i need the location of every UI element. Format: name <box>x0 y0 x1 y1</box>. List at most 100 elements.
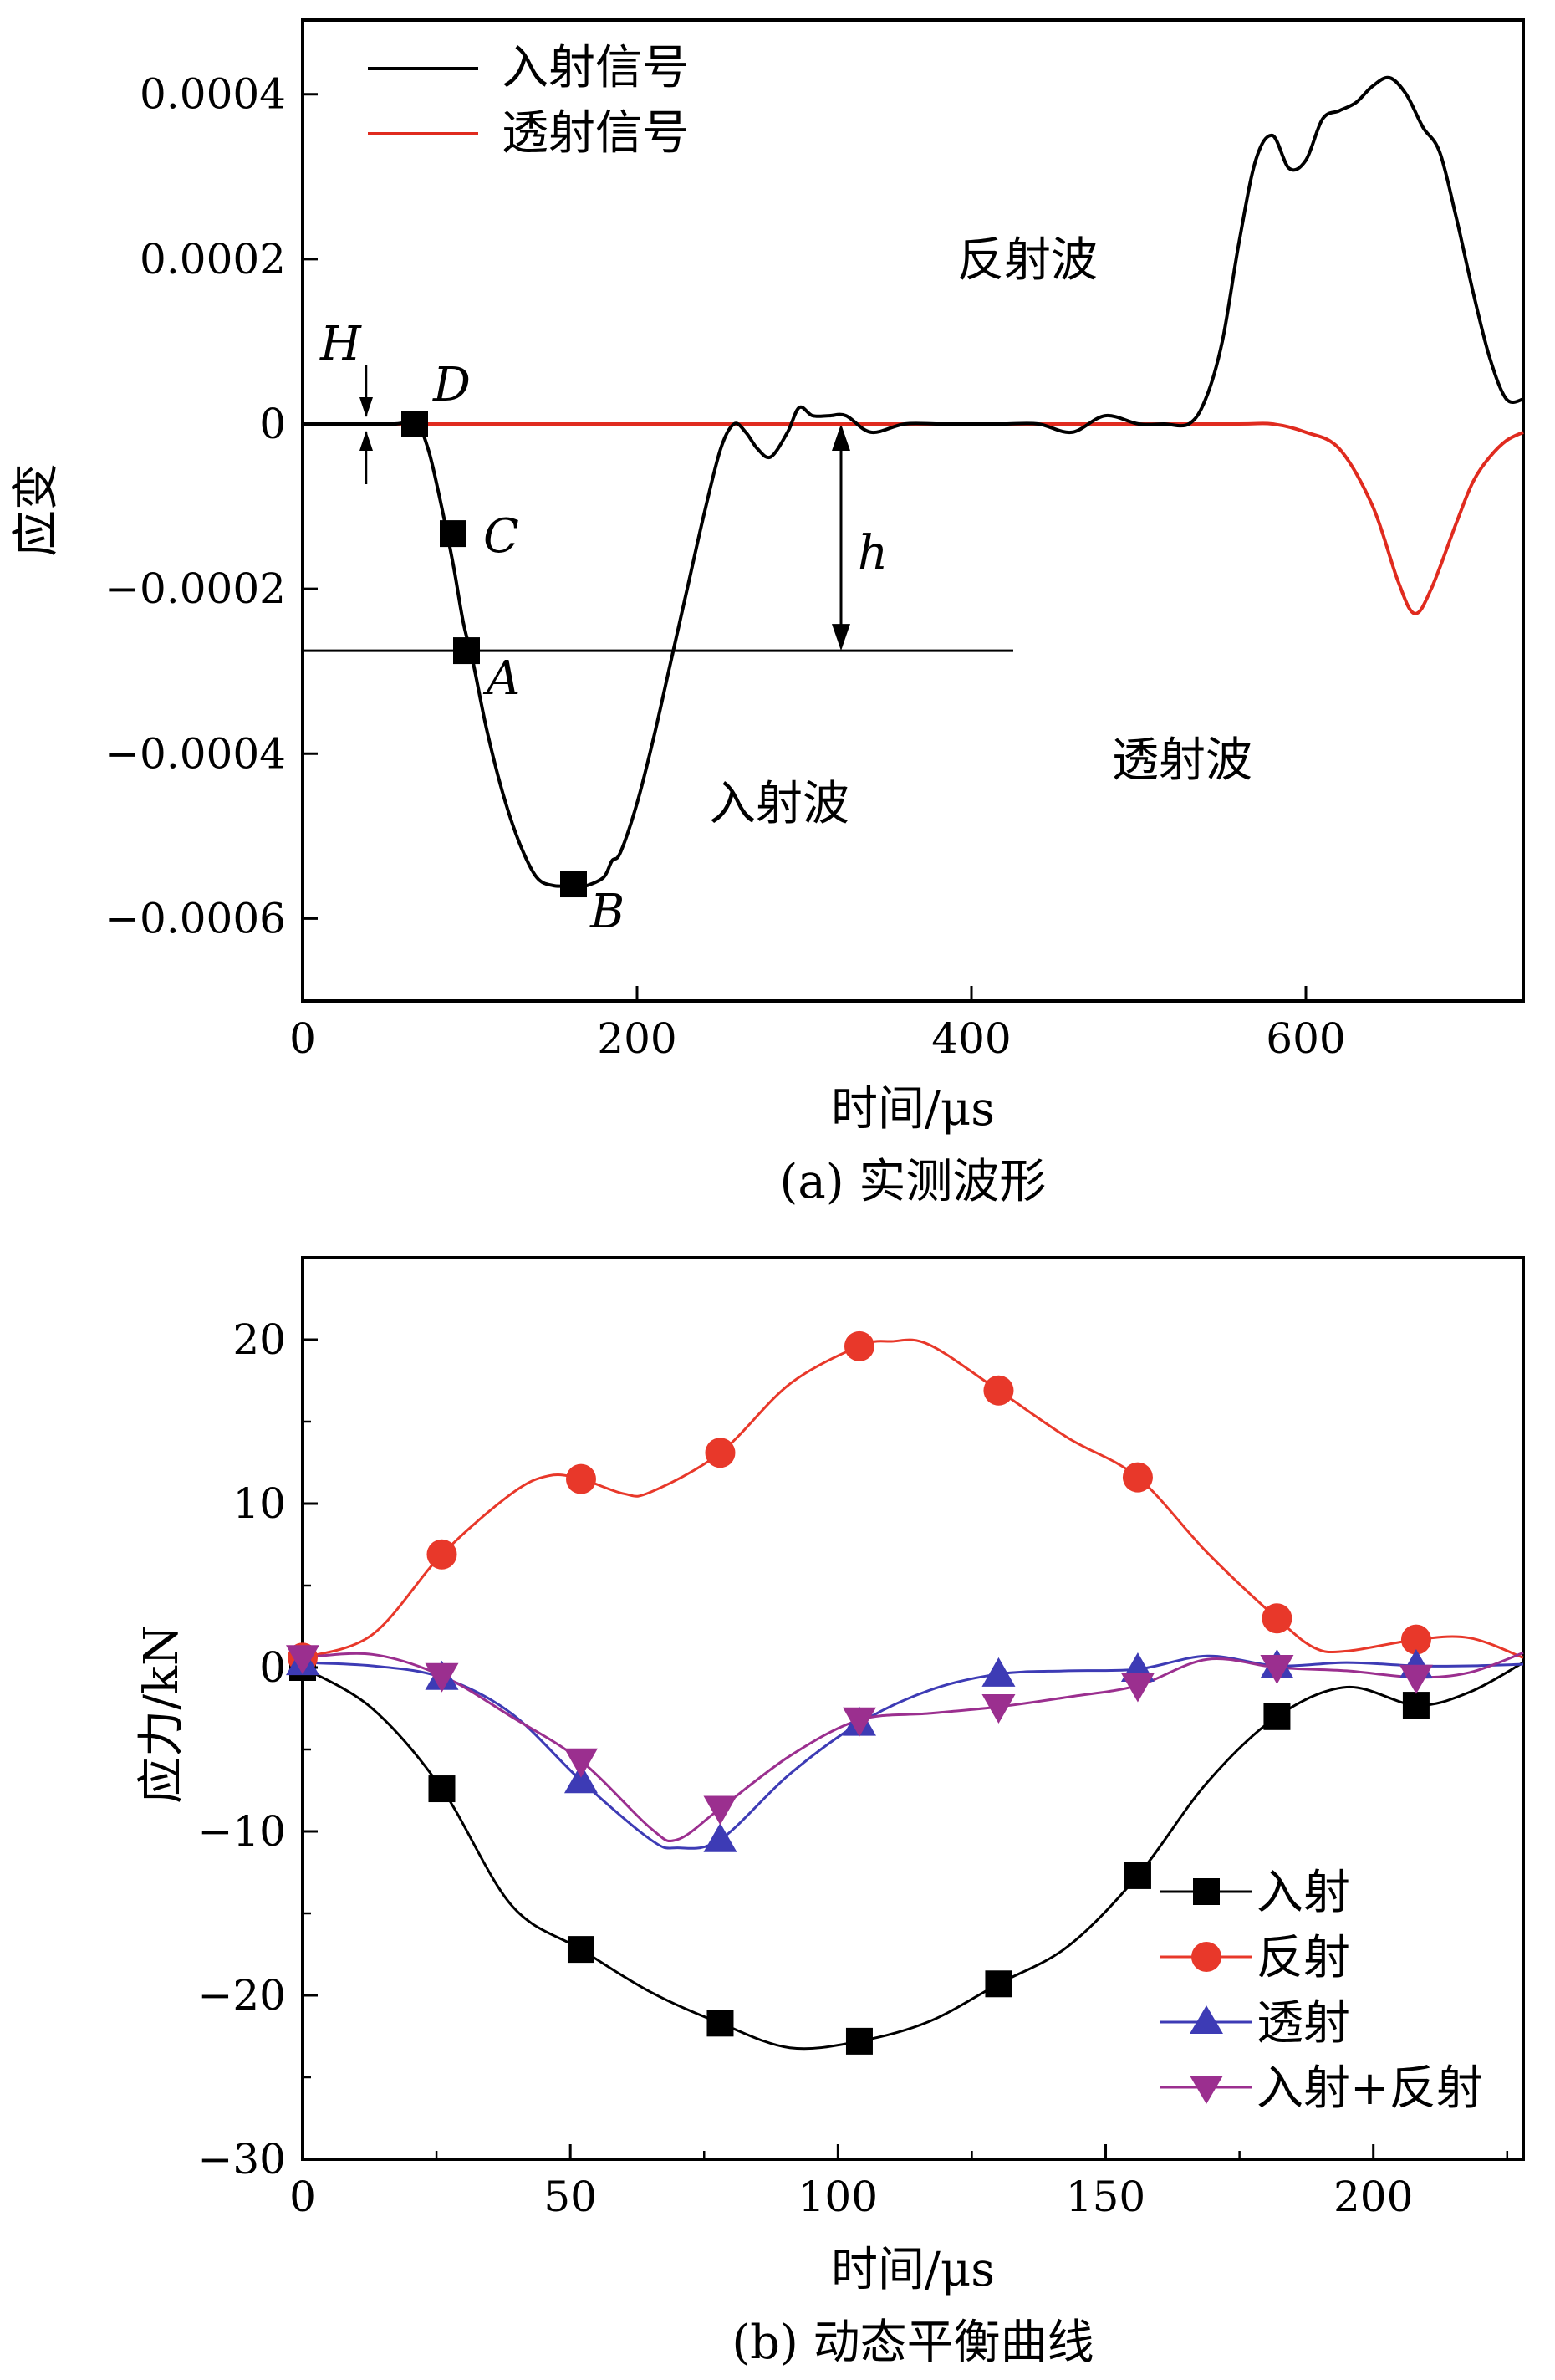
chart-b-xtick-label: 0 <box>289 2173 316 2221</box>
legend-b-reflected-label: 反射 <box>1257 1931 1350 1985</box>
chart-a-xtick-label: 200 <box>597 1014 676 1063</box>
chart-a: 0 200 400 600 0.0004 0.0002 0 −0.0002 −0.0004 −0.… <box>9 18 1525 1209</box>
marker-label-B: B <box>589 885 625 939</box>
series-b-incident-plus-reflected-point <box>1399 1664 1433 1694</box>
chart-a-series <box>302 75 1524 888</box>
chart-a-xlabel: 时间/μs <box>831 1082 995 1136</box>
series-b-incident-plus-reflected-point <box>842 1707 876 1737</box>
annotation-h: h <box>858 526 888 580</box>
chart-a-xtick-label: 600 <box>1266 1014 1345 1063</box>
chart-b-legend: 入射 反射 透射 入射+反射 <box>1160 1866 1483 2116</box>
annotation-incident-wave: 入射波 <box>709 777 849 831</box>
chart-b-xtick-label: 100 <box>798 2173 878 2221</box>
marker-label-D: D <box>432 358 471 412</box>
legend-b-transmitted-label: 透射 <box>1257 1996 1350 2051</box>
chart-a-xtick-label: 400 <box>931 1014 1011 1063</box>
chart-a-caption: (a) 实测波形 <box>780 1155 1047 1209</box>
series-b-incident-point <box>845 2027 873 2055</box>
legend-b-transmitted-marker <box>1190 2005 1223 2034</box>
chart-b-series <box>302 1338 1524 2051</box>
marker-C <box>440 520 466 548</box>
series-b-reflected-point <box>426 1539 457 1570</box>
series-b-reflected-point <box>705 1438 736 1468</box>
H-arrow-top-head <box>359 397 373 417</box>
series-b-incident-point <box>706 2010 734 2037</box>
H-arrow-bottom-head <box>359 431 373 451</box>
series-b-incident-line <box>302 1661 1524 2051</box>
series-b-incident-plus-reflected-point <box>286 1645 319 1675</box>
series-b-incident-point <box>567 1936 594 1964</box>
legend-b-incident-marker <box>1193 1878 1220 1905</box>
marker-B <box>560 871 587 898</box>
chart-b-ytick-label: 20 <box>232 1315 286 1364</box>
series-b-incident-point <box>1124 1862 1151 1889</box>
chart-b-xlabel: 时间/μs <box>831 2243 995 2297</box>
series-b-transmitted-point <box>981 1657 1016 1687</box>
series-b-reflected-point <box>844 1330 874 1361</box>
chart-b-xtick-label: 50 <box>543 2173 597 2221</box>
legend-b-sum-label: 入射+反射 <box>1257 2061 1483 2116</box>
chart-b-ytick-label: −10 <box>197 1807 286 1856</box>
series-a-transmitted-line <box>302 421 1524 615</box>
chart-b-ytick-label: 10 <box>232 1479 286 1528</box>
h-arrow-head-down <box>832 624 850 651</box>
legend-b-sum-marker <box>1190 2076 1223 2104</box>
chart-a-ylabel: 应变 <box>9 463 64 557</box>
chart-a-ytick-label: −0.0002 <box>105 564 286 613</box>
chart-a-ytick-label: −0.0006 <box>105 894 286 942</box>
series-b-incident-plus-reflected-point <box>425 1662 459 1693</box>
series-b-incident-plus-reflected-line <box>302 1651 1524 1843</box>
annotation-H: H <box>319 317 362 371</box>
legend-a-incident-label: 入射信号 <box>502 41 689 95</box>
chart-b-caption: (b) 动态平衡曲线 <box>732 2316 1094 2370</box>
chart-a-markers: D C A B <box>401 358 625 939</box>
series-b-reflected-point <box>983 1375 1014 1406</box>
chart-a-plot-frame <box>301 18 1525 1003</box>
series-b-incident-plus-reflected-point <box>703 1795 737 1826</box>
series-b-incident-plus-reflected-point <box>1260 1655 1294 1684</box>
chart-b-xtick-label: 150 <box>1066 2173 1145 2221</box>
chart-a-legend: 入射信号 透射信号 <box>368 41 689 161</box>
marker-label-A: A <box>482 651 520 706</box>
chart-a-ytick-label: 0.0002 <box>140 235 286 283</box>
series-b-reflected-point <box>1122 1462 1153 1493</box>
marker-D <box>401 411 428 437</box>
series-b-incident-point <box>428 1775 456 1803</box>
series-b-transmitted-point <box>703 1822 737 1852</box>
series-b-incident-point <box>1402 1692 1430 1719</box>
chart-a-ytick-label: 0 <box>259 400 286 448</box>
marker-label-C: C <box>483 509 519 564</box>
chart-a-ticks: 0 200 400 600 0.0004 0.0002 0 −0.0002 −0.0004 −0.… <box>105 70 1346 1063</box>
annotation-transmitted-wave: 透射波 <box>1112 733 1252 788</box>
chart-a-xtick-label: 0 <box>289 1014 316 1063</box>
annotation-reflected-wave: 反射波 <box>957 233 1098 288</box>
series-b-reflected-point <box>1262 1603 1292 1634</box>
legend-a-transmitted-label: 透射信号 <box>502 106 689 161</box>
series-b-incident-point <box>985 1970 1012 1998</box>
series-a-incident-line <box>302 75 1524 888</box>
series-b-incident-plus-reflected-point <box>563 1748 598 1778</box>
chart-b-markers <box>286 1330 1433 2055</box>
series-b-transmitted-line <box>302 1654 1524 1850</box>
chart-a-annotations: H h 反射波 入射波 透射波 <box>319 233 1252 831</box>
series-b-reflected-line <box>302 1338 1524 1659</box>
series-b-transmitted-point <box>563 1764 598 1794</box>
chart-b-xtick-label: 200 <box>1333 2173 1413 2221</box>
chart-b-plot-frame <box>301 1256 1525 2161</box>
chart-b-ytick-label: −20 <box>197 1971 286 2020</box>
chart-b-ylabel: 应力/kN <box>135 1625 189 1804</box>
h-arrow-head-up <box>832 424 850 451</box>
chart-b-ytick-label: 0 <box>259 1643 286 1692</box>
chart-a-reference <box>303 365 1013 652</box>
marker-A <box>453 637 480 665</box>
series-b-incident-plus-reflected-point <box>981 1694 1016 1724</box>
chart-a-ytick-label: −0.0004 <box>105 729 286 778</box>
series-b-incident-plus-reflected-point <box>1120 1673 1155 1703</box>
chart-b-ytick-label: −30 <box>197 2135 286 2183</box>
series-b-reflected-point <box>1400 1624 1431 1655</box>
series-b-reflected-point <box>565 1463 596 1494</box>
legend-b-incident-label: 入射 <box>1257 1866 1350 1920</box>
